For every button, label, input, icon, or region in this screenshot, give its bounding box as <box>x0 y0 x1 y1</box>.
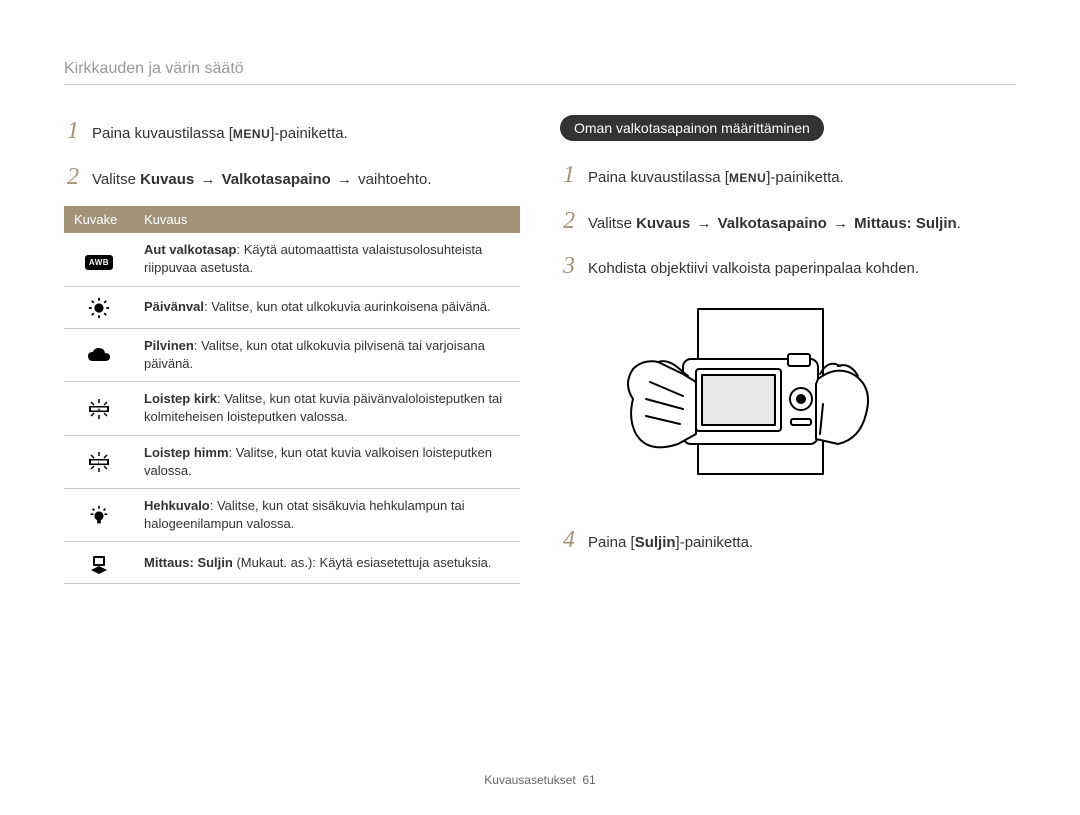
row-label: Loistep kirk <box>144 391 217 406</box>
page: Kirkkauden ja värin säätö 1 Paina kuvaus… <box>0 0 1080 584</box>
right-step-4: 4 Paina [Suljin]-painiketta. <box>560 524 1016 558</box>
row-label: Mittaus: Suljin <box>144 555 233 570</box>
arrow-icon: → <box>335 171 354 188</box>
arrow-icon: → <box>198 171 217 188</box>
desc-cell: Mittaus: Suljin (Mukaut. as.): Käytä esi… <box>134 542 520 584</box>
right-step-2: 2 Valitse Kuvaus → Valkotasapaino → Mitt… <box>560 205 1016 239</box>
desc-cell: Loistep kirk: Valitse, kun otat kuvia pä… <box>134 382 520 435</box>
table-row: Hehkuvalo: Valitse, kun otat sisäkuvia h… <box>64 488 520 541</box>
desc-cell: Aut valkotasap: Käytä automaattista vala… <box>134 233 520 286</box>
left-step-2: 2 Valitse Kuvaus → Valkotasapaino → vaih… <box>64 161 520 195</box>
table-row: AWB Aut valkotasap: Käytä automaattista v… <box>64 233 520 286</box>
bold-text: Valkotasapaino <box>718 215 827 232</box>
row-label: Päivänval <box>144 299 204 314</box>
bold-text: Suljin <box>635 534 676 551</box>
text: Paina kuvaustilassa [ <box>92 125 233 142</box>
step-number: 1 <box>560 159 578 193</box>
icon-cell <box>64 328 134 381</box>
illustration-svg <box>588 304 888 494</box>
step-text: Paina kuvaustilassa [MENU]-painiketta. <box>588 167 844 188</box>
row-text: : Valitse, kun otat ulkokuvia pilvisenä … <box>144 338 485 371</box>
icon-cell: L <box>64 435 134 488</box>
cloud-icon <box>87 347 111 365</box>
text: Paina [ <box>588 534 635 551</box>
table-row: L Loistep himm: Valitse, kun otat kuvia v… <box>64 435 520 488</box>
text: Paina kuvaustilassa [ <box>588 169 729 186</box>
custom-icon <box>88 554 110 574</box>
row-label: Aut valkotasap <box>144 242 236 257</box>
camera-paper-illustration <box>588 304 1016 494</box>
row-text: (Mukaut. as.): Käytä esiasetettuja asetu… <box>233 555 492 570</box>
row-label: Pilvinen <box>144 338 194 353</box>
left-column: 1 Paina kuvaustilassa [MENU]-painiketta.… <box>64 115 520 584</box>
step-text: Paina kuvaustilassa [MENU]-painiketta. <box>92 123 348 144</box>
row-label: Loistep himm <box>144 445 229 460</box>
table-header-icon: Kuvake <box>64 206 134 233</box>
icon-cell: AWB <box>64 233 134 286</box>
right-column: Oman valkotasapainon määrittäminen 1 Pai… <box>560 115 1016 584</box>
bold-text: Kuvaus <box>140 171 194 188</box>
footer-page-number: 61 <box>582 773 595 787</box>
icon-cell <box>64 488 134 541</box>
arrow-icon: → <box>831 215 850 232</box>
sun-icon <box>88 297 110 319</box>
fluoro-l-icon: L <box>86 452 112 472</box>
desc-cell: Päivänval: Valitse, kun otat ulkokuvia a… <box>134 286 520 328</box>
footer-section: Kuvausasetukset <box>484 773 575 787</box>
right-step-1: 1 Paina kuvaustilassa [MENU]-painiketta. <box>560 159 1016 193</box>
page-header: Kirkkauden ja värin säätö <box>64 60 1016 85</box>
text: ]-painiketta. <box>766 169 844 186</box>
text: vaihtoehto. <box>354 171 432 188</box>
white-balance-table: Kuvake Kuvaus AWB Aut valkotasap: Käytä a… <box>64 206 520 584</box>
step-number: 1 <box>64 115 82 149</box>
text: Valitse <box>588 215 636 232</box>
desc-cell: Pilvinen: Valitse, kun otat ulkokuvia pi… <box>134 328 520 381</box>
right-step-3: 3 Kohdista objektiivi valkoista paperinp… <box>560 250 1016 284</box>
table-row: Pilvinen: Valitse, kun otat ulkokuvia pi… <box>64 328 520 381</box>
step-number: 3 <box>560 250 578 284</box>
text: ]-painiketta. <box>676 534 754 551</box>
fluoro-h-icon: H <box>86 399 112 419</box>
menu-label: MENU <box>729 171 766 185</box>
step-number: 4 <box>560 524 578 558</box>
header-title: Kirkkauden ja värin säätö <box>64 60 244 77</box>
desc-cell: Loistep himm: Valitse, kun otat kuvia va… <box>134 435 520 488</box>
page-footer: Kuvausasetukset 61 <box>0 773 1080 787</box>
bulb-icon <box>88 505 110 527</box>
table-header-desc: Kuvaus <box>134 206 520 233</box>
text: . <box>957 215 961 232</box>
row-text: : Valitse, kun otat ulkokuvia aurinkoise… <box>204 299 491 314</box>
content-columns: 1 Paina kuvaustilassa [MENU]-painiketta.… <box>64 115 1016 584</box>
text: ]-painiketta. <box>270 125 348 142</box>
desc-cell: Hehkuvalo: Valitse, kun otat sisäkuvia h… <box>134 488 520 541</box>
step-number: 2 <box>64 161 82 195</box>
table-row: Päivänval: Valitse, kun otat ulkokuvia a… <box>64 286 520 328</box>
table-row: H Loistep kirk: Valitse, kun otat kuvia p… <box>64 382 520 435</box>
row-label: Hehkuvalo <box>144 498 210 513</box>
step-text: Kohdista objektiivi valkoista paperinpal… <box>588 258 919 279</box>
section-pill: Oman valkotasapainon määrittäminen <box>560 115 824 141</box>
arrow-icon: → <box>694 215 713 232</box>
step-text: Paina [Suljin]-painiketta. <box>588 532 753 553</box>
menu-label: MENU <box>233 127 270 141</box>
step-number: 2 <box>560 205 578 239</box>
awb-icon: AWB <box>85 255 113 270</box>
bold-text: Kuvaus <box>636 215 690 232</box>
icon-cell <box>64 542 134 584</box>
bold-text: Valkotasapaino <box>222 171 331 188</box>
icon-cell: H <box>64 382 134 435</box>
step-text: Valitse Kuvaus → Valkotasapaino → vaihto… <box>92 169 432 190</box>
text: Valitse <box>92 171 140 188</box>
icon-cell <box>64 286 134 328</box>
svg-text:H: H <box>98 407 101 412</box>
step-text: Valitse Kuvaus → Valkotasapaino → Mittau… <box>588 213 961 234</box>
table-row: Mittaus: Suljin (Mukaut. as.): Käytä esi… <box>64 542 520 584</box>
bold-text: Mittaus: Suljin <box>854 215 957 232</box>
left-step-1: 1 Paina kuvaustilassa [MENU]-painiketta. <box>64 115 520 149</box>
